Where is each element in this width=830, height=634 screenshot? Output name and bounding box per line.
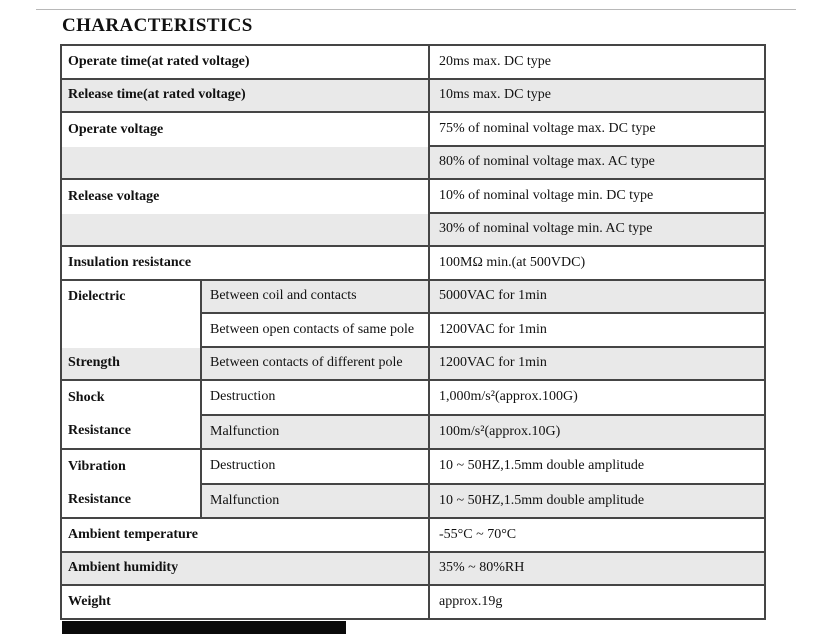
row-sub-shock-destruction: Destruction bbox=[202, 381, 431, 416]
row-label-insulation-resistance: Insulation resistance bbox=[62, 247, 431, 281]
row-value-open-contacts: 1200VAC for 1min bbox=[430, 314, 765, 348]
row-label-ambient-temperature: Ambient temperature bbox=[62, 519, 431, 553]
next-section-header-bar bbox=[62, 621, 346, 634]
table-row: 80% of nominal voltage max. AC type bbox=[62, 146, 765, 180]
row-label-empty bbox=[62, 213, 431, 247]
row-sub-vibration-destruction: Destruction bbox=[202, 450, 431, 485]
table-row: Between open contacts of same pole 1200V… bbox=[62, 314, 765, 348]
table-row: Vibration Resistance Destruction 10 ~ 50… bbox=[62, 450, 765, 519]
table-row: Operate voltage 75% of nominal voltage m… bbox=[62, 113, 765, 147]
label-line-dielectric: Dielectric bbox=[68, 289, 126, 305]
row-label-ambient-humidity: Ambient humidity bbox=[62, 552, 431, 586]
table-row: Malfunction 10 ~ 50HZ,1.5mm double ampli… bbox=[62, 484, 765, 519]
row-label-release-time: Release time(at rated voltage) bbox=[62, 79, 431, 113]
label-line-vibration: Vibration bbox=[68, 458, 126, 474]
row-value-coil-contacts: 5000VAC for 1min bbox=[430, 280, 765, 314]
row-value-weight: approx.19g bbox=[430, 586, 765, 618]
label-line-resistance: Resistance bbox=[68, 423, 131, 439]
row-value-ambient-humidity: 35% ~ 80%RH bbox=[430, 552, 765, 586]
row-value-release-voltage-ac: 30% of nominal voltage min. AC type bbox=[430, 213, 765, 247]
table-row: Strength Between contacts of different p… bbox=[62, 347, 765, 381]
row-value-shock-malfunction: 100m/s²(approx.10G) bbox=[430, 415, 765, 450]
row-value-different-pole: 1200VAC for 1min bbox=[430, 347, 765, 381]
table-row: Operate time(at rated voltage) 20ms max.… bbox=[62, 46, 765, 80]
table-row: Weight approx.19g bbox=[62, 586, 765, 618]
row-value-operate-time: 20ms max. DC type bbox=[430, 46, 765, 80]
row-value-operate-voltage-dc: 75% of nominal voltage max. DC type bbox=[430, 113, 765, 147]
table-row: Shock Resistance Destruction 1,000m/s²(a… bbox=[62, 381, 765, 450]
table-row: Dielectric Between coil and contacts 500… bbox=[62, 280, 765, 348]
row-value-insulation-resistance: 100MΩ min.(at 500VDC) bbox=[430, 247, 765, 281]
row-sub-open-contacts: Between open contacts of same pole bbox=[202, 314, 431, 348]
table-row: Release time(at rated voltage) 10ms max.… bbox=[62, 79, 765, 113]
row-label-release-voltage: Release voltage bbox=[62, 180, 431, 214]
row-sub-vibration-malfunction: Malfunction bbox=[202, 484, 431, 519]
row-label-vibration-resistance: Vibration Resistance bbox=[62, 450, 202, 519]
row-value-release-voltage-dc: 10% of nominal voltage min. DC type bbox=[430, 180, 765, 214]
row-label-shock-resistance: Shock Resistance bbox=[62, 381, 202, 450]
row-label-dielectric: Dielectric bbox=[62, 280, 202, 348]
top-divider-rule bbox=[36, 9, 796, 10]
label-line-resistance: Resistance bbox=[68, 492, 131, 508]
label-line-shock: Shock bbox=[68, 389, 105, 405]
row-sub-shock-malfunction: Malfunction bbox=[202, 415, 431, 450]
row-label-empty bbox=[62, 146, 431, 180]
row-value-operate-voltage-ac: 80% of nominal voltage max. AC type bbox=[430, 146, 765, 180]
page-title: CHARACTERISTICS bbox=[62, 15, 253, 36]
table-row: Malfunction 100m/s²(approx.10G) bbox=[62, 415, 765, 450]
table-row: Release voltage 10% of nominal voltage m… bbox=[62, 180, 765, 214]
row-label-weight: Weight bbox=[62, 586, 431, 618]
row-value-release-time: 10ms max. DC type bbox=[430, 79, 765, 113]
table-row: Ambient humidity 35% ~ 80%RH bbox=[62, 552, 765, 586]
characteristics-table: Operate time(at rated voltage) 20ms max.… bbox=[60, 44, 767, 620]
row-value-shock-destruction: 1,000m/s²(approx.100G) bbox=[430, 381, 765, 416]
row-value-ambient-temperature: -55°C ~ 70°C bbox=[430, 519, 765, 553]
row-label-operate-voltage: Operate voltage bbox=[62, 113, 431, 147]
row-value-vibration-destruction: 10 ~ 50HZ,1.5mm double amplitude bbox=[430, 450, 765, 485]
table-row: Ambient temperature -55°C ~ 70°C bbox=[62, 519, 765, 553]
table-row: 30% of nominal voltage min. AC type bbox=[62, 213, 765, 247]
row-value-vibration-malfunction: 10 ~ 50HZ,1.5mm double amplitude bbox=[430, 484, 765, 519]
row-sub-different-pole: Between contacts of different pole bbox=[202, 347, 431, 381]
label-line-spacer bbox=[62, 314, 200, 348]
row-label-operate-time: Operate time(at rated voltage) bbox=[62, 46, 431, 80]
row-sub-coil-contacts: Between coil and contacts bbox=[202, 280, 431, 314]
table-row: Insulation resistance 100MΩ min.(at 500V… bbox=[62, 247, 765, 281]
row-label-strength: Strength bbox=[62, 347, 202, 381]
